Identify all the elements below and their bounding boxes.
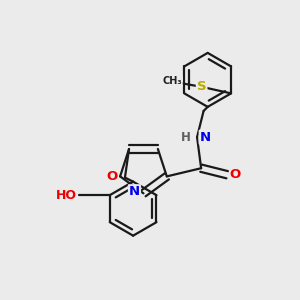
Text: S: S bbox=[197, 80, 206, 93]
Text: HO: HO bbox=[56, 189, 77, 202]
Text: CH₃: CH₃ bbox=[162, 76, 182, 86]
Text: O: O bbox=[230, 168, 241, 181]
Text: N: N bbox=[129, 185, 140, 198]
Text: N: N bbox=[200, 130, 211, 144]
Text: O: O bbox=[106, 170, 118, 183]
Text: H: H bbox=[181, 130, 190, 144]
